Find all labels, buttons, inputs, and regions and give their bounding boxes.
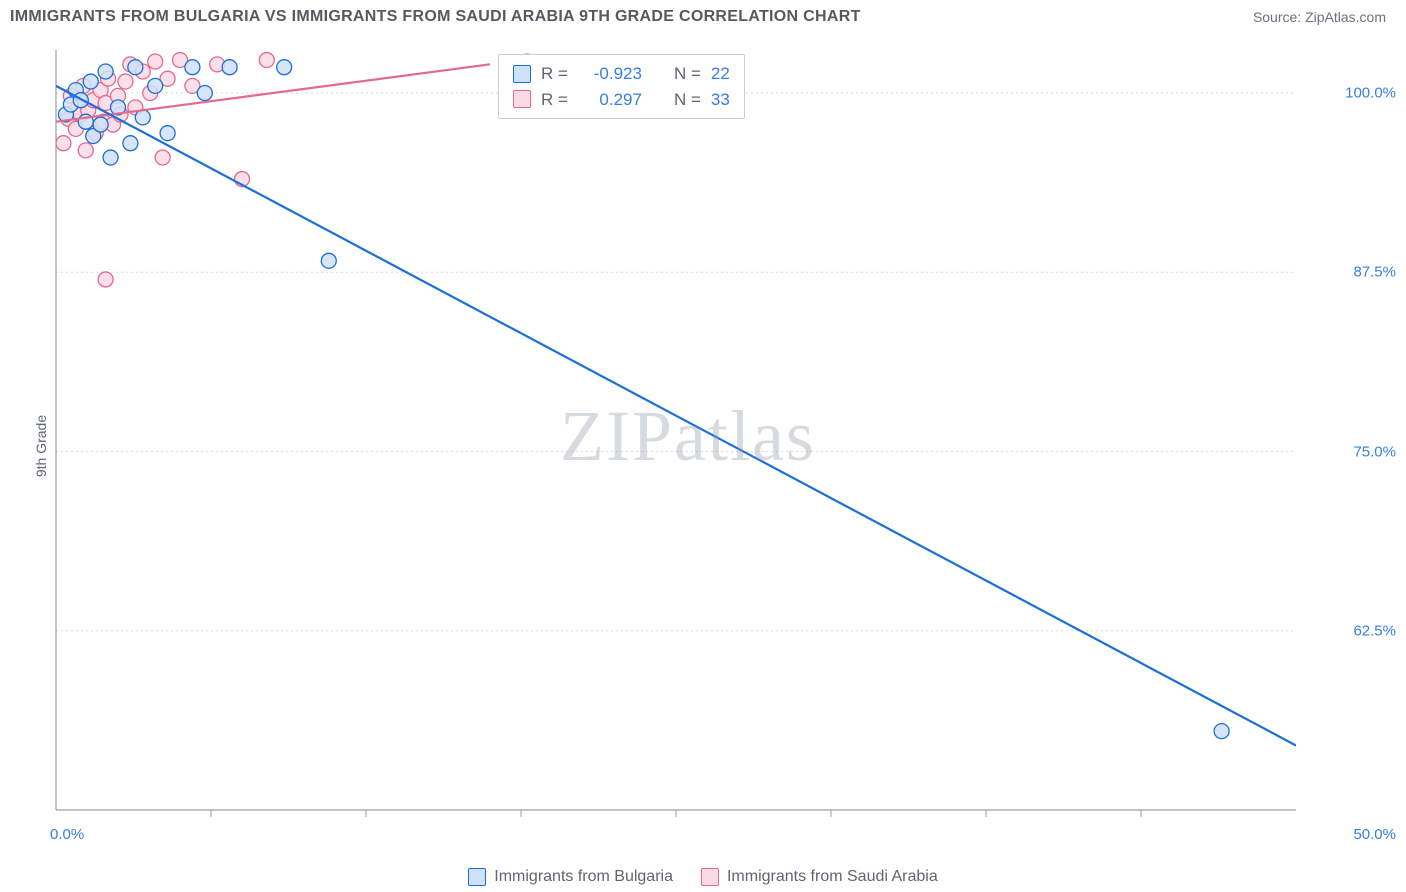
- scatter-point: [83, 74, 98, 89]
- r-label: R =: [541, 87, 568, 113]
- r-value: -0.923: [578, 61, 642, 87]
- scatter-point: [155, 150, 170, 165]
- series-legend: Immigrants from Bulgaria Immigrants from …: [0, 868, 1406, 886]
- scatter-point: [259, 53, 274, 68]
- n-label: N =: [674, 87, 701, 113]
- series-legend-item: Immigrants from Saudi Arabia: [701, 868, 938, 886]
- correlation-legend: R = -0.923 N = 22 R = 0.297 N = 33: [498, 54, 745, 119]
- y-tick-label: 75.0%: [1353, 443, 1396, 460]
- scatter-point: [103, 150, 118, 165]
- y-tick-label: 100.0%: [1345, 85, 1396, 102]
- legend-swatch: [468, 868, 486, 886]
- scatter-point: [222, 60, 237, 75]
- scatter-point: [128, 60, 143, 75]
- y-tick-label: 62.5%: [1353, 622, 1396, 639]
- scatter-point: [160, 126, 175, 141]
- r-value: 0.297: [578, 87, 642, 113]
- series-legend-label: Immigrants from Bulgaria: [494, 868, 673, 886]
- legend-swatch: [701, 868, 719, 886]
- legend-swatch: [513, 90, 531, 108]
- scatter-point: [98, 272, 113, 287]
- scatter-point: [197, 86, 212, 101]
- n-label: N =: [674, 61, 701, 87]
- n-value: 33: [711, 87, 730, 113]
- scatter-point: [321, 253, 336, 268]
- scatter-point: [135, 110, 150, 125]
- x-tick-label: 50.0%: [1353, 826, 1396, 843]
- scatter-point: [1214, 724, 1229, 739]
- legend-swatch: [513, 65, 531, 83]
- n-value: 22: [711, 61, 730, 87]
- source-label: Source:: [1253, 9, 1301, 25]
- y-tick-label: 87.5%: [1353, 264, 1396, 281]
- chart-svg: [48, 50, 1388, 825]
- scatter-point: [118, 74, 133, 89]
- chart-title: IMMIGRANTS FROM BULGARIA VS IMMIGRANTS F…: [10, 8, 861, 26]
- regression-line: [56, 86, 1296, 746]
- scatter-point: [93, 117, 108, 132]
- correlation-legend-row: R = -0.923 N = 22: [513, 61, 730, 87]
- title-bar: IMMIGRANTS FROM BULGARIA VS IMMIGRANTS F…: [0, 0, 1406, 30]
- r-label: R =: [541, 61, 568, 87]
- correlation-legend-row: R = 0.297 N = 33: [513, 87, 730, 113]
- scatter-point: [148, 78, 163, 93]
- scatter-point: [277, 60, 292, 75]
- scatter-point: [78, 143, 93, 158]
- x-tick-label: 0.0%: [50, 826, 84, 843]
- scatter-point: [148, 54, 163, 69]
- series-legend-label: Immigrants from Saudi Arabia: [727, 868, 938, 886]
- scatter-point: [98, 64, 113, 79]
- y-axis-label: 9th Grade: [33, 415, 49, 477]
- scatter-point: [185, 60, 200, 75]
- plot-area: [48, 50, 1388, 825]
- source-name: ZipAtlas.com: [1305, 9, 1386, 25]
- scatter-point: [56, 136, 71, 151]
- source-attribution: Source: ZipAtlas.com: [1253, 9, 1386, 25]
- series-legend-item: Immigrants from Bulgaria: [468, 868, 673, 886]
- scatter-point: [123, 136, 138, 151]
